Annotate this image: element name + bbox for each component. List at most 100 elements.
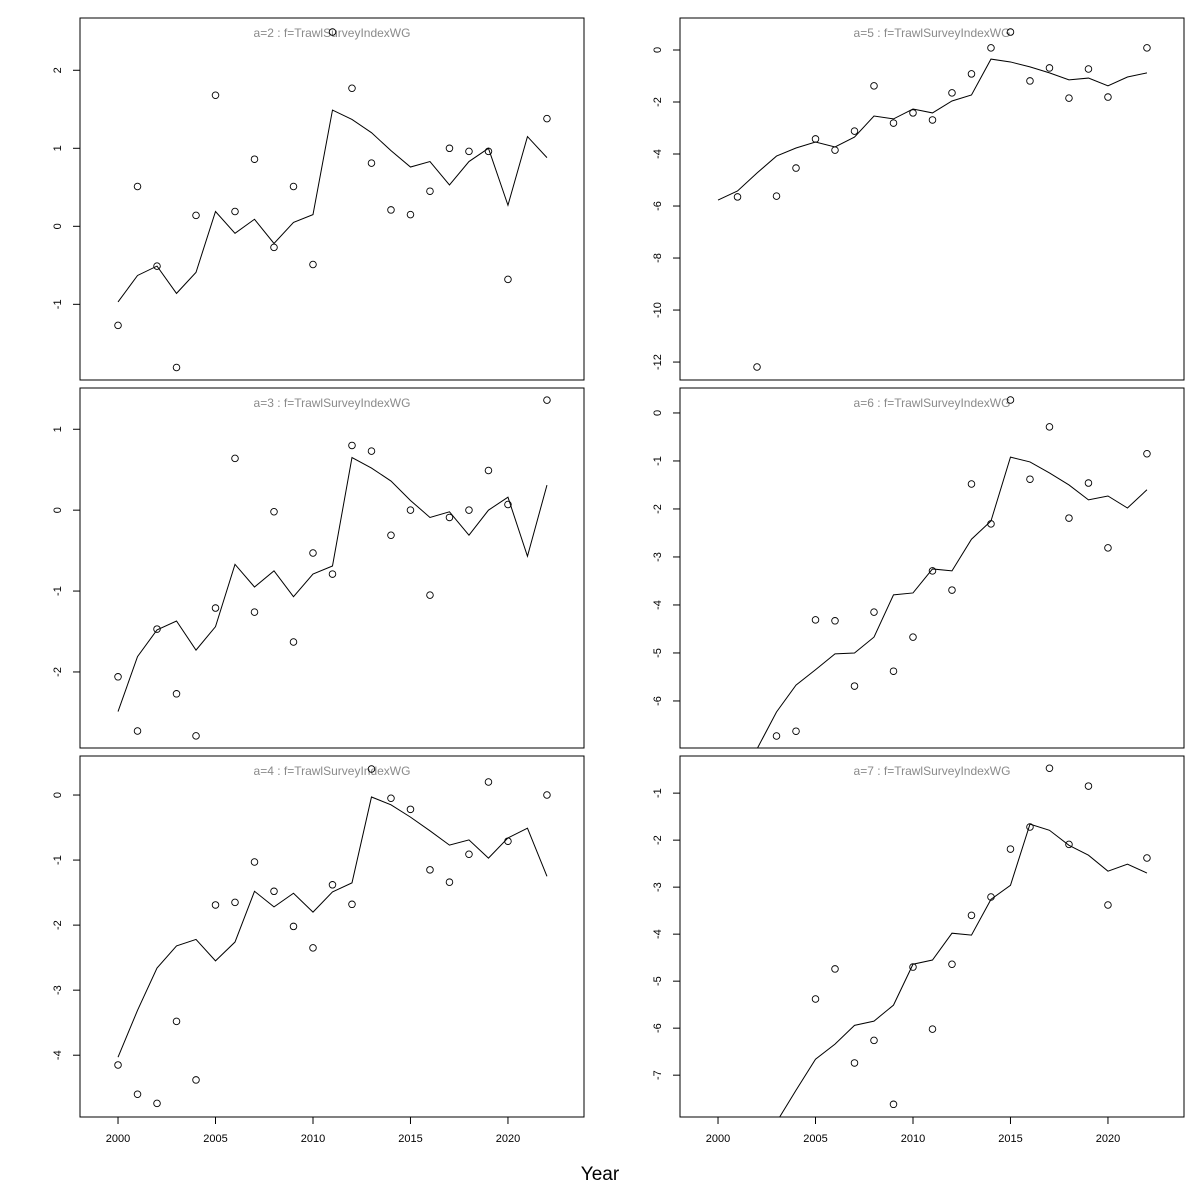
observed-point — [309, 549, 317, 557]
panel-title: a=7 : f=TrawlSurveyIndexWG — [854, 764, 1011, 778]
observed-point — [406, 506, 415, 514]
observed-point — [967, 480, 976, 488]
observed-point — [928, 116, 937, 124]
observed-point — [348, 900, 356, 909]
observed-point — [928, 1025, 937, 1033]
observed-point — [250, 155, 259, 163]
observed-point — [309, 260, 317, 269]
panel: a=6 : f=TrawlSurveyIndexWG -6 -5 -4 -3 -2 -1 0 — [652, 387, 1185, 749]
observed-point — [831, 146, 839, 154]
fitted-line — [117, 796, 548, 1058]
y-tick-label: 2 — [52, 67, 64, 73]
observed-point — [270, 508, 278, 516]
y-tick-label: -2 — [652, 504, 664, 514]
panel-frame — [79, 17, 585, 381]
observed-point — [948, 960, 956, 968]
observed-point — [445, 513, 454, 522]
observed-point — [387, 794, 395, 803]
panel-title: a=6 : f=TrawlSurveyIndexWG — [854, 396, 1011, 410]
y-tick-label: -7 — [652, 1070, 664, 1080]
fitted-line — [717, 58, 1148, 201]
observed-point — [445, 144, 454, 153]
observed-point — [367, 447, 376, 455]
panel-title: a=3 : f=TrawlSurveyIndexWG — [254, 396, 411, 410]
observed-point — [504, 500, 512, 509]
x-tick-label: 2015 — [998, 1133, 1022, 1145]
y-tick-label: 0 — [52, 223, 64, 229]
observed-point — [289, 922, 298, 931]
panel-frame — [679, 755, 1185, 1118]
observed-point — [1026, 77, 1034, 85]
observed-point — [153, 625, 161, 633]
y-tick-label: -4 — [652, 149, 664, 159]
y-tick-label: -6 — [652, 1023, 664, 1033]
observed-point — [445, 878, 454, 886]
observed-point — [231, 898, 239, 907]
observed-point — [192, 732, 200, 740]
observed-point — [231, 454, 239, 463]
x-axis-label: Year — [581, 1164, 620, 1185]
observed-point — [811, 995, 820, 1003]
observed-point — [133, 1090, 142, 1098]
y-tick-label: 1 — [52, 426, 64, 432]
y-tick-label: -3 — [652, 882, 664, 892]
observed-point — [1045, 64, 1054, 72]
observed-point — [348, 84, 356, 92]
y-tick-label: -1 — [652, 456, 664, 466]
fitted-line — [756, 456, 1148, 748]
x-tick-label: 2000 — [706, 1133, 730, 1145]
observed-point — [543, 791, 551, 799]
observed-point — [387, 531, 395, 539]
x-tick-label: 2020 — [496, 1133, 520, 1145]
observed-point — [484, 778, 493, 786]
observed-point — [850, 127, 859, 135]
observed-point — [309, 944, 317, 952]
observed-point — [387, 206, 395, 214]
observed-point — [831, 617, 839, 625]
y-tick-label: -1 — [52, 855, 64, 865]
observed-point — [192, 1076, 200, 1084]
y-tick-label: -2 — [652, 835, 664, 845]
panel: a=2 : f=TrawlSurveyIndexWG -1 0 1 2 — [52, 17, 585, 381]
observed-point — [133, 182, 142, 191]
observed-point — [270, 243, 278, 252]
observed-point — [1006, 845, 1015, 853]
observed-point — [114, 321, 122, 330]
observed-point — [987, 893, 995, 901]
observed-point — [1045, 764, 1054, 772]
observed-point — [348, 441, 356, 450]
observed-point — [1143, 450, 1151, 458]
observed-point — [1026, 823, 1034, 831]
y-tick-label: -2 — [652, 97, 664, 107]
y-tick-label: -3 — [652, 552, 664, 562]
observed-point — [250, 858, 259, 866]
observed-point — [172, 690, 181, 698]
observed-point — [426, 591, 434, 599]
observed-point — [270, 887, 278, 896]
panel-frame — [79, 755, 585, 1118]
observed-point — [831, 965, 839, 973]
observed-point — [484, 466, 493, 475]
observed-point — [1104, 544, 1112, 552]
observed-point — [850, 1059, 859, 1067]
x-tick-label: 2005 — [203, 1133, 227, 1145]
y-tick-label: 0 — [52, 507, 64, 513]
observed-point — [289, 182, 298, 191]
y-tick-label: -5 — [652, 976, 664, 986]
observed-point — [1143, 44, 1151, 52]
observed-point — [153, 262, 161, 270]
observed-point — [811, 616, 820, 624]
observed-point — [426, 866, 434, 874]
y-tick-label: -6 — [652, 696, 664, 706]
observed-point — [153, 1099, 161, 1108]
observed-point — [211, 901, 220, 909]
observed-point — [172, 1017, 181, 1026]
observed-point — [733, 193, 742, 201]
y-tick-label: -1 — [52, 586, 64, 596]
observed-point — [406, 805, 415, 814]
observed-point — [1084, 65, 1093, 73]
observed-point — [870, 1036, 878, 1045]
fitted-line — [117, 456, 548, 712]
y-tick-label: -4 — [652, 929, 664, 939]
observed-point — [1065, 514, 1073, 522]
